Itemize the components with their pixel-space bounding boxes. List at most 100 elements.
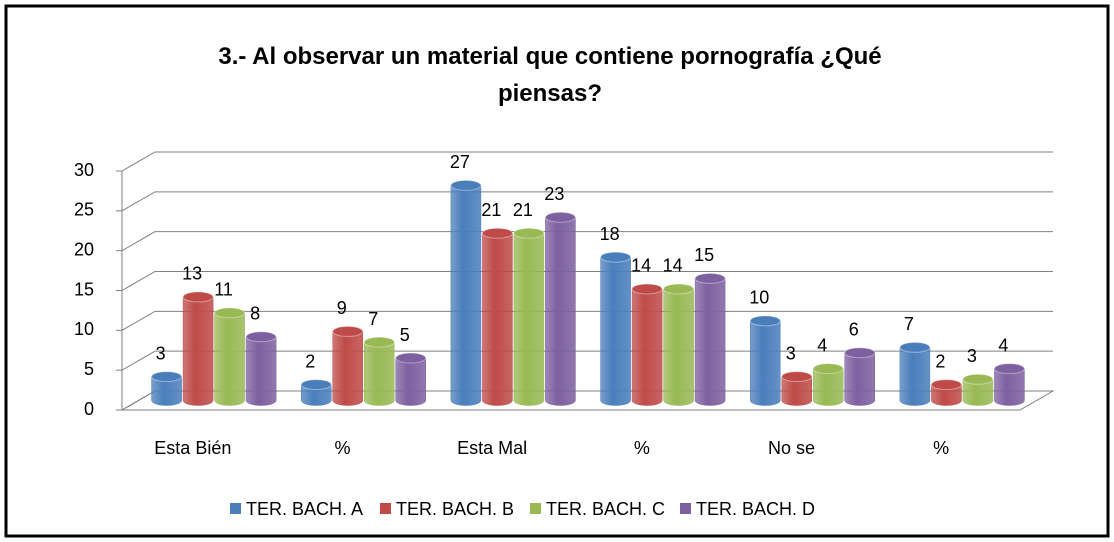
data-label: 13 bbox=[182, 264, 202, 284]
bar bbox=[931, 384, 962, 406]
bar-top bbox=[363, 336, 395, 348]
data-label: 6 bbox=[849, 319, 859, 339]
data-label: 14 bbox=[663, 256, 683, 276]
frame bbox=[4, 4, 1110, 538]
x-tick-label: No se bbox=[768, 438, 815, 458]
bar bbox=[663, 288, 694, 406]
bar bbox=[631, 288, 663, 406]
bar bbox=[482, 232, 513, 406]
bar bbox=[545, 217, 576, 406]
y-tick-label: 0 bbox=[84, 399, 94, 419]
data-label: 18 bbox=[600, 224, 620, 244]
data-label: 2 bbox=[935, 351, 945, 371]
data-label: 21 bbox=[481, 200, 501, 220]
data-label: 4 bbox=[817, 335, 827, 355]
legend-swatch bbox=[530, 503, 541, 514]
bar-top bbox=[781, 371, 813, 383]
grid-line bbox=[121, 191, 1053, 212]
chart-title: 3.- Al observar un material que contiene… bbox=[218, 43, 882, 107]
data-label: 15 bbox=[694, 245, 714, 265]
grid-line bbox=[121, 231, 1053, 252]
bar-top bbox=[450, 179, 482, 191]
y-tick-label: 15 bbox=[74, 279, 94, 299]
data-label: 10 bbox=[749, 288, 769, 308]
bar bbox=[899, 347, 931, 406]
data-label: 2 bbox=[305, 351, 315, 371]
bar bbox=[364, 341, 395, 406]
bar-top bbox=[812, 363, 844, 375]
bar bbox=[214, 312, 245, 406]
bar-top bbox=[749, 315, 781, 327]
bar-top bbox=[544, 211, 576, 223]
data-label: 9 bbox=[337, 298, 347, 318]
bar-top bbox=[182, 291, 214, 303]
data-label: 27 bbox=[450, 152, 470, 172]
bar-top bbox=[631, 283, 663, 295]
y-tick-label: 25 bbox=[74, 200, 94, 220]
bar bbox=[813, 368, 844, 406]
x-tick-label: % bbox=[634, 438, 650, 458]
bar bbox=[962, 378, 994, 406]
bar bbox=[301, 384, 332, 406]
bar-top bbox=[930, 379, 962, 391]
data-label: 7 bbox=[368, 309, 378, 329]
bar-top bbox=[600, 251, 632, 263]
bar-top bbox=[481, 227, 513, 239]
bar-top bbox=[993, 363, 1025, 375]
bar bbox=[151, 376, 182, 406]
bar bbox=[513, 232, 545, 406]
bar bbox=[994, 368, 1025, 406]
legend-swatch bbox=[230, 503, 241, 514]
bar-top bbox=[300, 379, 332, 391]
legend-label: TER. BACH. A bbox=[246, 499, 363, 519]
bar-top bbox=[395, 352, 427, 364]
y-tick-label: 20 bbox=[74, 239, 94, 259]
x-tick-label: Esta Mal bbox=[457, 438, 527, 458]
bar-top bbox=[844, 347, 876, 359]
x-tick-label: Esta Bién bbox=[154, 438, 231, 458]
x-tick-label: % bbox=[334, 438, 350, 458]
y-tick-label: 5 bbox=[84, 359, 94, 379]
y-tick-label: 30 bbox=[74, 160, 94, 180]
bar bbox=[694, 278, 726, 406]
grid-line bbox=[121, 271, 1053, 291]
data-label: 3 bbox=[786, 343, 796, 363]
legend-label: TER. BACH. C bbox=[546, 499, 665, 519]
y-tick-label: 10 bbox=[74, 319, 94, 339]
grid-line bbox=[121, 151, 1053, 172]
bar bbox=[395, 357, 426, 406]
bar-top bbox=[899, 341, 931, 353]
x-tick-label: % bbox=[933, 438, 949, 458]
bar bbox=[450, 185, 482, 406]
data-label: 11 bbox=[214, 280, 233, 300]
bar-top bbox=[151, 371, 183, 383]
bar-top bbox=[513, 227, 545, 239]
grid-line bbox=[121, 310, 1053, 331]
data-label: 5 bbox=[400, 325, 410, 345]
legend-label: TER. BACH. D bbox=[696, 499, 815, 519]
bar bbox=[750, 320, 781, 406]
bar-top bbox=[962, 373, 994, 385]
legend-swatch bbox=[380, 503, 391, 514]
legend-label: TER. BACH. B bbox=[396, 499, 514, 519]
data-label: 14 bbox=[631, 256, 651, 276]
bar bbox=[781, 376, 812, 406]
bar bbox=[600, 256, 631, 406]
bar-top bbox=[694, 272, 726, 284]
bar-top bbox=[245, 331, 277, 343]
bar-top bbox=[214, 307, 246, 319]
data-label: 3 bbox=[156, 343, 166, 363]
data-label: 21 bbox=[513, 200, 533, 220]
data-label: 8 bbox=[250, 304, 260, 324]
data-label: 23 bbox=[544, 184, 564, 204]
bar bbox=[332, 331, 363, 406]
bar bbox=[844, 352, 875, 406]
legend-swatch bbox=[680, 503, 691, 514]
data-label: 4 bbox=[998, 335, 1008, 355]
bar bbox=[245, 336, 277, 406]
bar-top bbox=[663, 283, 695, 295]
bar bbox=[182, 296, 214, 406]
data-label: 7 bbox=[904, 314, 914, 334]
